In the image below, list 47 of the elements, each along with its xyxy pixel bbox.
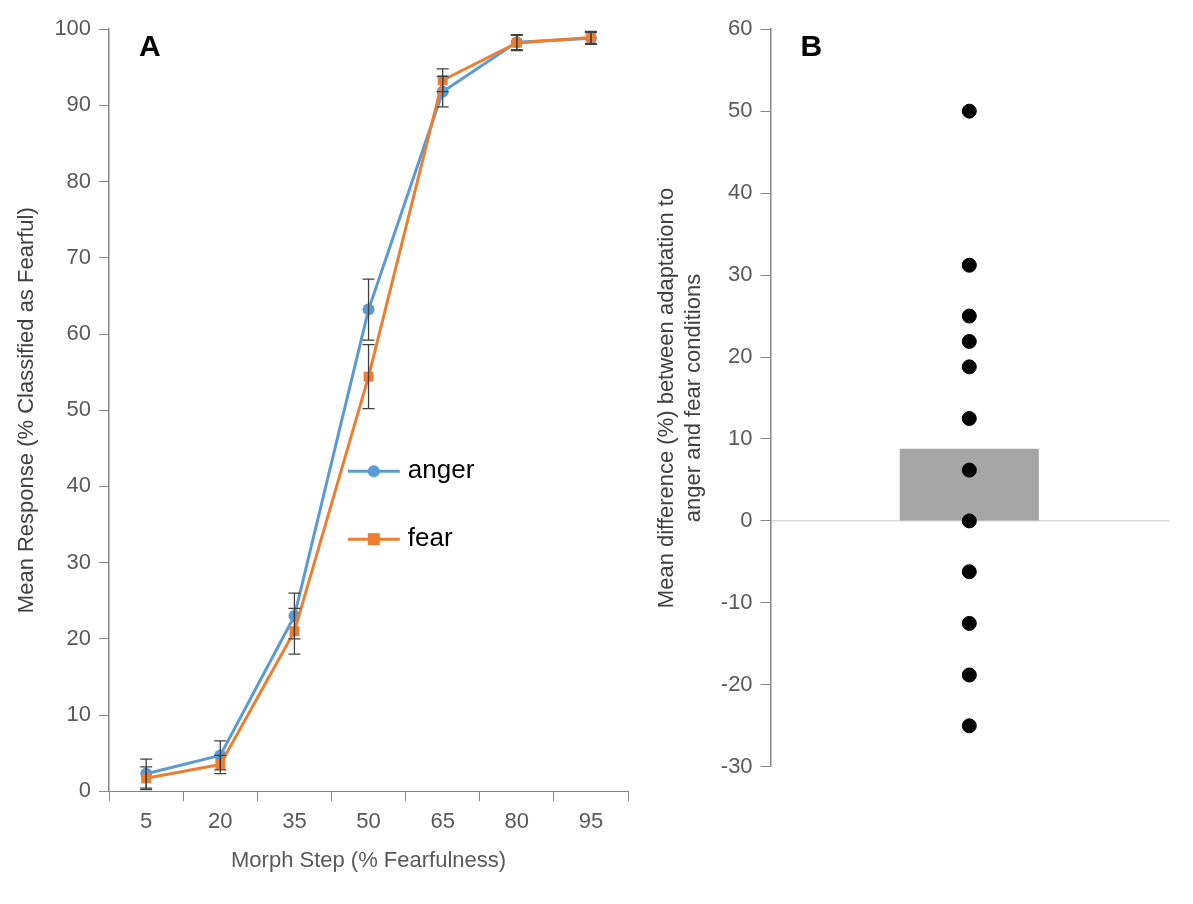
legend-label: fear <box>407 522 453 553</box>
y-tick-label: 0 <box>740 507 753 532</box>
y-tick-label: 100 <box>54 15 92 41</box>
x-tick-label: 80 <box>504 808 530 834</box>
x-tick-label: 35 <box>282 808 307 834</box>
y-tick-label: 40 <box>66 472 92 498</box>
point <box>961 615 977 631</box>
y-tick-label: 10 <box>66 701 92 727</box>
x-axis-title: Morph Step (% Fearfulness) <box>231 846 507 872</box>
y-tick-label: 30 <box>728 261 753 287</box>
y-tick-label: 80 <box>66 167 92 193</box>
y-axis-title: Mean difference (%) between adaptation to anger and fear conditions <box>653 187 705 609</box>
y-tick-label: -30 <box>720 752 753 778</box>
y-tick-label: 10 <box>728 425 753 451</box>
y-tick-label: 20 <box>66 624 92 650</box>
legend-label: anger <box>407 454 475 485</box>
point <box>961 308 977 324</box>
y-axis-title: Mean Response (% Classified as Fearful) <box>13 207 39 614</box>
x-tick-label: 5 <box>140 808 153 834</box>
y-tick-label: 70 <box>66 243 92 269</box>
y-tick-label: 50 <box>66 396 92 422</box>
point <box>961 564 977 580</box>
point <box>961 333 977 349</box>
y-tick-label: -10 <box>720 588 753 614</box>
x-tick-label: 95 <box>578 808 604 834</box>
point <box>961 667 977 683</box>
point <box>961 103 977 119</box>
y-tick-label: 60 <box>66 320 92 346</box>
point <box>961 410 977 426</box>
y-tick-label: 30 <box>66 548 92 574</box>
y-tick-label: -20 <box>720 670 753 696</box>
y-tick-label: 40 <box>728 179 753 205</box>
point <box>961 257 977 273</box>
x-tick-label: 65 <box>430 808 455 834</box>
y-tick-label: 60 <box>728 15 753 41</box>
point <box>961 718 977 734</box>
point <box>961 359 977 375</box>
x-tick-label: 50 <box>356 808 381 834</box>
x-tick-label: 20 <box>208 808 233 834</box>
chart-title: B <box>800 29 823 63</box>
chart-title: A <box>139 29 161 63</box>
y-tick-label: 0 <box>78 777 92 803</box>
y-tick-label: 20 <box>728 343 753 369</box>
y-tick-label: 50 <box>728 97 753 123</box>
y-tick-label: 90 <box>66 91 92 117</box>
point <box>961 462 977 478</box>
point <box>961 513 977 529</box>
